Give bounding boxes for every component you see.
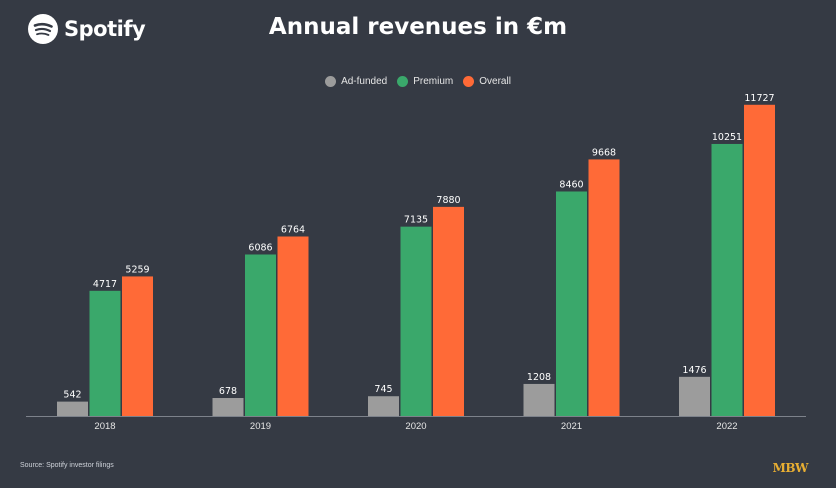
- bar-ad-funded-2022: [679, 376, 710, 416]
- bar-premium-2021: [556, 191, 587, 416]
- data-label-ad-funded-2018: 542: [63, 390, 81, 401]
- x-tick-label-2022: 2022: [716, 421, 737, 432]
- bar-overall-2022: [744, 104, 775, 417]
- data-label-overall-2019: 6764: [281, 224, 305, 235]
- spotify-logo-icon: [28, 14, 58, 44]
- data-label-premium-2018: 4717: [93, 279, 117, 290]
- spotify-logo: Spotify: [28, 14, 146, 44]
- publisher-logo: MBW: [772, 461, 809, 475]
- legend-label-premium: Premium: [413, 76, 454, 87]
- data-label-premium-2019: 6086: [248, 242, 272, 253]
- x-tick-label-2018: 2018: [94, 421, 115, 432]
- data-label-premium-2021: 8460: [559, 179, 583, 190]
- bar-ad-funded-2018: [57, 401, 88, 416]
- legend-item-overall: Overall: [463, 76, 511, 87]
- data-label-ad-funded-2022: 1476: [682, 365, 706, 376]
- bar-premium-2019: [245, 254, 276, 416]
- bar-ad-funded-2020: [368, 396, 399, 416]
- data-label-overall-2022: 11727: [744, 93, 774, 104]
- source-note: Source: Spotify investor filings: [20, 462, 114, 469]
- chart-legend: Ad-funded Premium Overall: [0, 76, 836, 87]
- legend-swatch-ad-funded: [325, 76, 337, 87]
- bar-overall-2020: [433, 206, 464, 416]
- bar-premium-2018: [89, 290, 121, 416]
- x-tick-label-2021: 2021: [561, 421, 582, 432]
- data-label-overall-2020: 7880: [436, 195, 460, 206]
- legend-label-ad-funded: Ad-funded: [341, 76, 388, 87]
- bar-ad-funded-2019: [212, 398, 244, 416]
- bar-ad-funded-2021: [523, 383, 555, 416]
- data-label-ad-funded-2021: 1208: [527, 372, 551, 383]
- x-tick-label-2020: 2020: [405, 421, 426, 432]
- bar-premium-2020: [400, 226, 432, 416]
- data-label-overall-2021: 9668: [592, 147, 616, 158]
- data-label-premium-2020: 7135: [404, 215, 428, 226]
- legend-swatch-overall: [463, 76, 475, 87]
- bar-overall-2018: [122, 276, 153, 416]
- chart-title: Annual revenues in €m: [268, 14, 568, 40]
- legend-item-premium: Premium: [397, 76, 453, 87]
- data-label-ad-funded-2020: 745: [374, 384, 392, 395]
- legend-label-overall: Overall: [479, 76, 511, 87]
- legend-swatch-premium: [397, 76, 409, 87]
- data-label-overall-2018: 5259: [125, 264, 149, 275]
- brand-name: Spotify: [64, 17, 146, 41]
- data-label-premium-2022: 10251: [712, 132, 742, 143]
- bar-premium-2022: [711, 143, 743, 416]
- x-tick-label-2019: 2019: [250, 421, 271, 432]
- data-label-ad-funded-2019: 678: [219, 386, 237, 397]
- bar-overall-2019: [277, 236, 309, 416]
- bar-overall-2021: [588, 159, 620, 416]
- legend-item-ad-funded: Ad-funded: [325, 76, 387, 87]
